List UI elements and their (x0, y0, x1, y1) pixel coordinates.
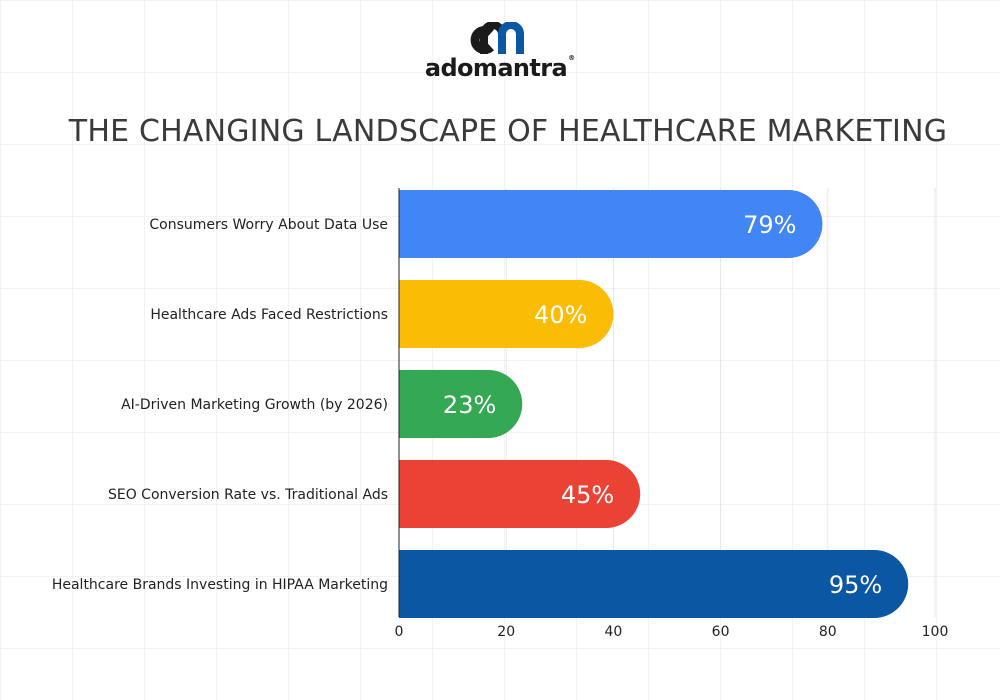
category-label: Healthcare Ads Faced Restrictions (150, 307, 388, 323)
brand-logo (0, 21, 1000, 84)
brand-name: adomantra (424, 54, 568, 82)
bar-value-label: 45% (561, 481, 614, 509)
bar (399, 280, 614, 348)
brand-wordmark: adomantra® (0, 54, 1000, 82)
category-label: Healthcare Brands Investing in HIPAA Mar… (52, 577, 388, 593)
x-axis-ticks: 0 20 40 60 80 100 (395, 624, 949, 640)
cn-monogram-icon (470, 21, 524, 54)
category-labels: Consumers Worry About Data Use Healthcare… (52, 217, 388, 593)
x-tick-label: 20 (497, 624, 515, 640)
category-label: AI-Driven Marketing Growth (by 2026) (121, 397, 388, 413)
x-tick-label: 60 (712, 624, 730, 640)
bar (399, 460, 641, 528)
bar (399, 190, 823, 258)
bar-value-label: 95% (829, 571, 882, 599)
registered-mark: ® (568, 54, 576, 62)
bar (399, 550, 909, 618)
bars: 79% 40% 23% 45% 95% (399, 190, 909, 618)
category-label: SEO Conversion Rate vs. Traditional Ads (108, 487, 388, 503)
x-tick-label: 0 (395, 624, 404, 640)
chart-title: THE CHANGING LANDSCAPE OF HEALTHCARE MAR… (68, 114, 948, 149)
x-tick-label: 80 (819, 624, 837, 640)
bar-value-label: 40% (534, 301, 587, 329)
bar (399, 370, 523, 438)
category-label: Consumers Worry About Data Use (149, 217, 388, 233)
x-tick-label: 100 (922, 624, 949, 640)
bar-value-label: 79% (743, 211, 796, 239)
x-tick-label: 40 (604, 624, 622, 640)
bar-value-label: 23% (443, 391, 496, 419)
